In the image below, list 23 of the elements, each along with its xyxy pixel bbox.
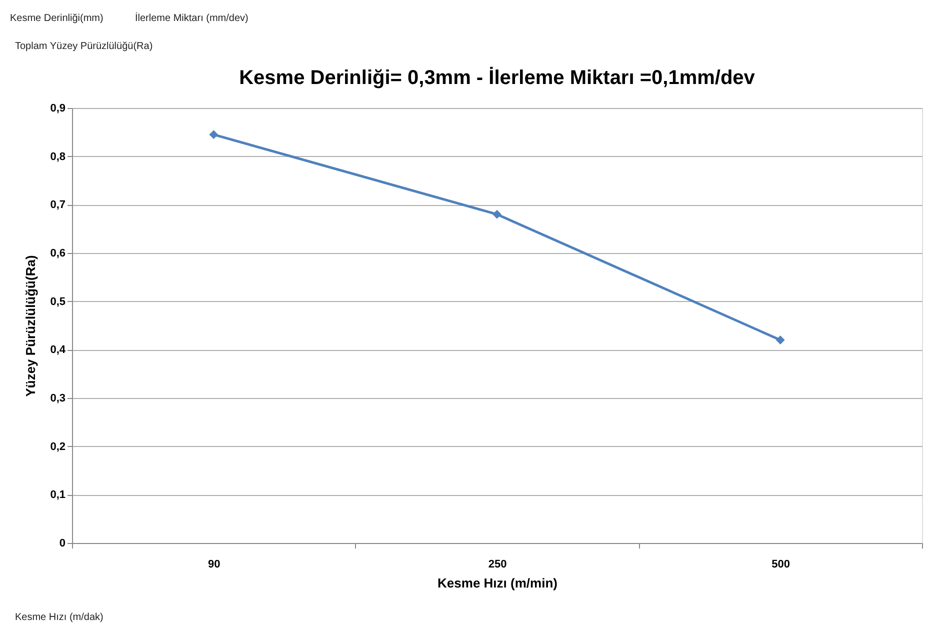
x-tick-label: 500	[772, 558, 790, 570]
y-tick-label: 0,5	[50, 296, 66, 308]
x-tick-label: 250	[488, 558, 507, 570]
text: Kesme Derinliği(mm)	[10, 13, 104, 24]
text: Toplam Yüzey Pürüzlülüğü(Ra)	[15, 41, 153, 52]
point	[776, 336, 785, 344]
y-tick-label: 0,6	[50, 248, 66, 260]
y-tick-label: 0,7	[50, 199, 66, 212]
y-axis-title: Yüzey Pürüzlülüğü(Ra)	[23, 255, 38, 397]
y-tick-label: 0,3	[50, 392, 66, 404]
y-tick-label: 0,8	[50, 150, 66, 163]
x-tick-label: 90	[208, 558, 220, 570]
point	[492, 210, 502, 219]
y-tick-label: 0	[59, 538, 66, 550]
chart-title: Kesme Derinliği= 0,3mm - İlerleme Miktarı =0,1mm/dev	[239, 66, 756, 89]
text: Kesme Hızı (m/dak)	[15, 612, 104, 623]
x-axis-title: Kesme Hızı (m/min)	[438, 576, 558, 590]
y-tick-label: 0,4	[50, 344, 66, 356]
y-tick-label: 0,1	[50, 489, 66, 502]
point	[209, 130, 218, 140]
text: İlerleme Miktarı (mm/dev)	[135, 12, 248, 24]
y-tick-label: 0,2	[50, 440, 66, 453]
y-tick-label: 0,9	[50, 102, 66, 114]
